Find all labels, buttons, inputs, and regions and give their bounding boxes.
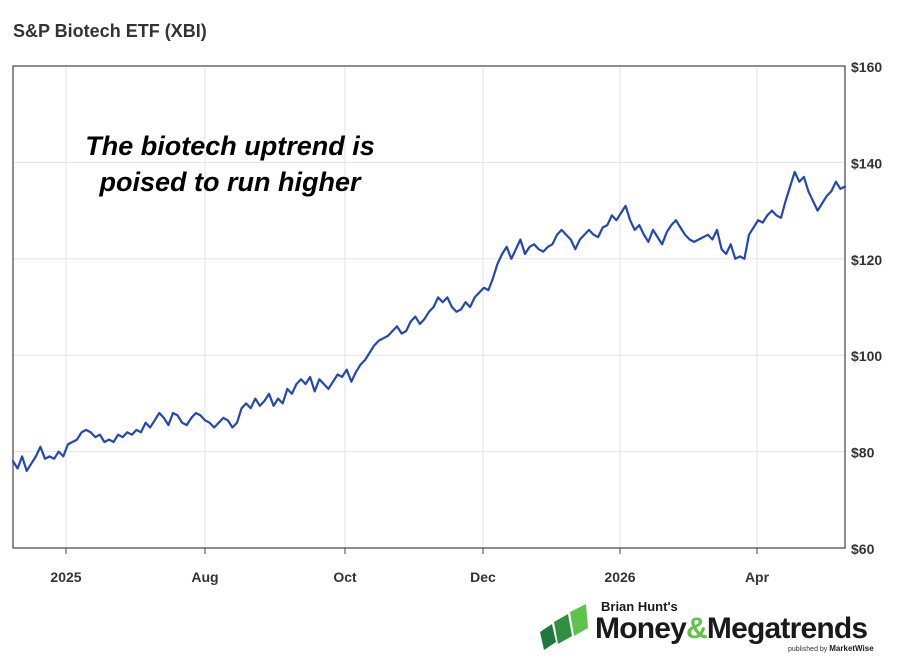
x-tick-label: Dec	[470, 569, 496, 585]
x-tick-label: Aug	[191, 569, 218, 585]
annotation-line-1: The biotech uptrend is	[85, 131, 375, 161]
brand-published-prefix: published by	[788, 646, 828, 653]
chart-title: S&P Biotech ETF (XBI)	[13, 21, 207, 41]
y-tick-label: $80	[851, 445, 875, 461]
brand-logo: Brian Hunt's Money&Megatrends published …	[540, 598, 890, 658]
brand-name-part-2: Megatrends	[706, 612, 868, 645]
y-tick-label: $140	[851, 155, 882, 171]
y-tick-label: $120	[851, 252, 882, 268]
x-tick-label: Oct	[333, 569, 357, 585]
brand-name: Money&Megatrends	[595, 612, 868, 646]
y-tick-label: $160	[851, 59, 882, 75]
chart-annotation: The biotech uptrend is poised to run hig…	[60, 128, 400, 200]
logo-chevron-icon	[540, 604, 588, 650]
brand-publisher: published by MarketWise	[788, 644, 874, 653]
series-line	[11, 170, 847, 472]
brand-name-part-1: Money	[595, 612, 687, 645]
brand-ampersand: &	[686, 612, 708, 645]
line-chart: $60 $80 $100 $120 $140 $160 2025 Aug Oct Dec 2026 A…	[11, 59, 882, 585]
brand-byline: Brian Hunt's	[601, 599, 678, 614]
x-tick-label: 2026	[604, 569, 635, 585]
x-tick-label: Apr	[745, 569, 770, 585]
y-tick-label: $60	[851, 541, 875, 557]
x-tick-label: 2025	[50, 569, 81, 585]
brand-publisher-name: MarketWise	[829, 644, 874, 653]
grid	[13, 66, 845, 548]
y-tick-label: $100	[851, 348, 882, 364]
plot-frame	[12, 65, 846, 549]
axis-ticks: $60 $80 $100 $120 $140 $160 2025 Aug Oct Dec 2026 A…	[50, 59, 882, 585]
annotation-line-2: poised to run higher	[99, 167, 361, 197]
